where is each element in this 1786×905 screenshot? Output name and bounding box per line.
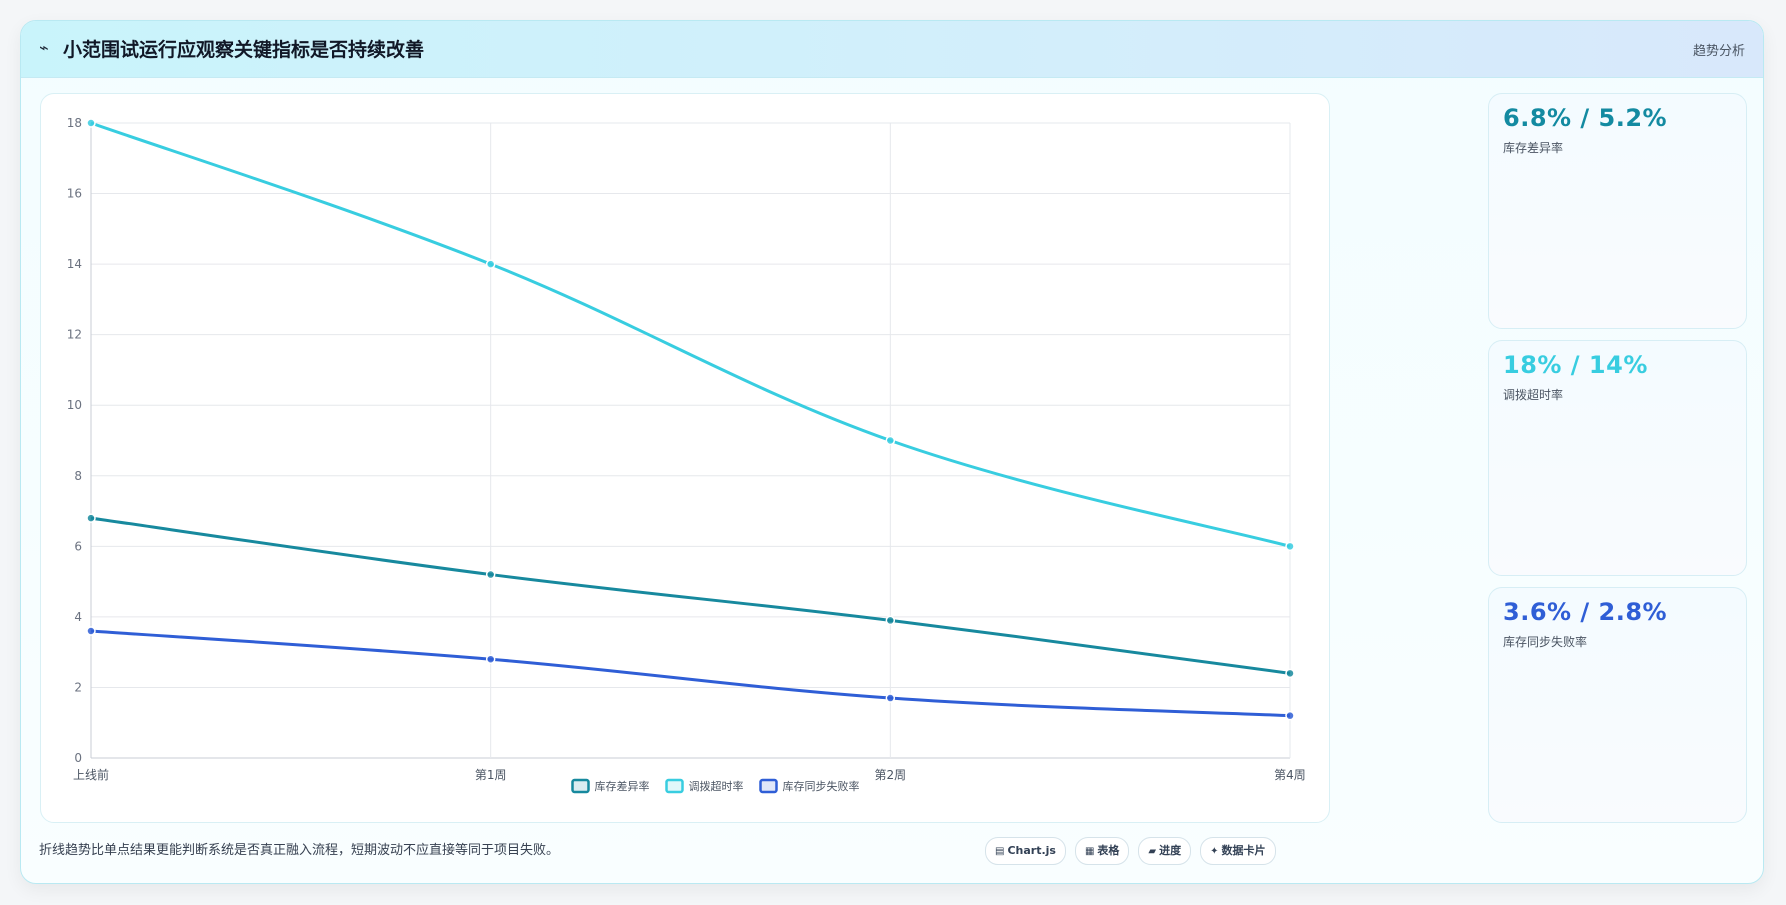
y-tick-label: 18 — [67, 116, 82, 130]
kpi-card-sync-failure: 3.6% / 2.8% 库存同步失败率 — [1488, 587, 1747, 823]
chip-label: 数据卡片 — [1221, 844, 1266, 857]
kpi-value: 6.8% / 5.2% — [1503, 104, 1668, 132]
legend-swatch-1 — [665, 778, 684, 794]
chip-data-card[interactable]: ✦ 数据卡片 — [1200, 837, 1276, 865]
data-point-0 — [1285, 668, 1295, 679]
trend-line-icon: ⌁ — [39, 38, 49, 57]
legend-label-1: 调拨超时率 — [689, 779, 744, 793]
kpi-card-inventory-diff: 6.8% / 5.2% 库存差异率 — [1488, 93, 1747, 329]
data-point-2 — [885, 693, 896, 703]
table-icon: ▦ — [1084, 846, 1095, 857]
y-tick-label: 6 — [74, 539, 82, 553]
kpi-label: 库存差异率 — [1503, 141, 1564, 155]
page-title: 小范围试运行应观察关键指标是否持续改善 — [63, 39, 425, 61]
y-tick-label: 4 — [74, 610, 82, 624]
series-line-2 — [90, 629, 1291, 718]
kpi-value: 18% / 14% — [1503, 351, 1648, 379]
x-tick-label: 第2周 — [875, 768, 907, 782]
series-line-1 — [90, 121, 1291, 548]
y-tick-label: 8 — [74, 469, 82, 483]
kpi-label: 库存同步失败率 — [1503, 635, 1588, 649]
card-header: ⌁ 小范围试运行应观察关键指标是否持续改善 趋势分析 — [21, 21, 1763, 78]
data-point-1 — [86, 118, 96, 128]
chart-panel: 0 2 4 6 8 10 12 14 16 18 上线前 第1周 第2周 第4周库存差异率 调拨超时率 库存同… — [40, 93, 1330, 823]
y-tick-label: 10 — [67, 398, 82, 412]
trend-card: ⌁ 小范围试运行应观察关键指标是否持续改善 趋势分析 0 2 4 6 8 10 12 14 16… — [20, 20, 1764, 884]
x-tick-label: 上线前 — [73, 767, 109, 782]
data-point-2 — [86, 626, 96, 636]
y-tick-label: 14 — [67, 257, 82, 271]
kpi-card-transfer-timeout: 18% / 14% 调拨超时率 — [1488, 340, 1747, 576]
data-point-1 — [1285, 541, 1295, 552]
footnote: 折线趋势比单点结果更能判断系统是否真正融入流程，短期波动不应直接等同于项目失败。 — [39, 843, 560, 858]
legend-label-2: 库存同步失败率 — [783, 779, 860, 793]
x-tick-label: 第4周 — [1274, 768, 1306, 782]
data-point-2 — [1285, 710, 1295, 721]
data-point-1 — [485, 259, 496, 269]
y-tick-label: 16 — [67, 187, 82, 201]
kpi-value: 3.6% / 2.8% — [1503, 598, 1668, 626]
data-point-1 — [885, 435, 896, 446]
y-tick-label: 0 — [74, 751, 82, 765]
series-line-0 — [90, 516, 1291, 675]
data-point-0 — [86, 513, 96, 523]
kpi-label: 调拨超时率 — [1503, 388, 1564, 402]
chip-label: Chart.js — [1007, 844, 1056, 857]
chip-label: 进度 — [1159, 844, 1182, 857]
chip-progress[interactable]: ▰ 进度 — [1138, 837, 1192, 865]
chip-row: ▤ Chart.js ▦ 表格 ▰ 进度 ✦ 数据卡片 — [985, 837, 1276, 865]
data-point-0 — [485, 569, 496, 580]
chart-icon: ▤ — [995, 846, 1005, 857]
chip-chartjs[interactable]: ▤ Chart.js — [985, 837, 1066, 865]
data-point-0 — [885, 615, 896, 626]
chip-table[interactable]: ▦ 表格 — [1074, 837, 1130, 865]
legend-swatch-0 — [571, 778, 590, 794]
x-tick-label: 第1周 — [475, 768, 507, 782]
progress-icon: ▰ — [1148, 846, 1157, 857]
legend-label-0: 库存差异率 — [595, 779, 650, 793]
chip-label: 表格 — [1097, 844, 1120, 857]
y-tick-label: 2 — [74, 680, 82, 694]
data-point-2 — [485, 654, 496, 664]
y-tick-label: 12 — [67, 328, 82, 342]
header-tag: 趋势分析 — [1692, 44, 1745, 59]
card-icon: ✦ — [1210, 846, 1219, 857]
legend-swatch-2 — [759, 778, 778, 794]
